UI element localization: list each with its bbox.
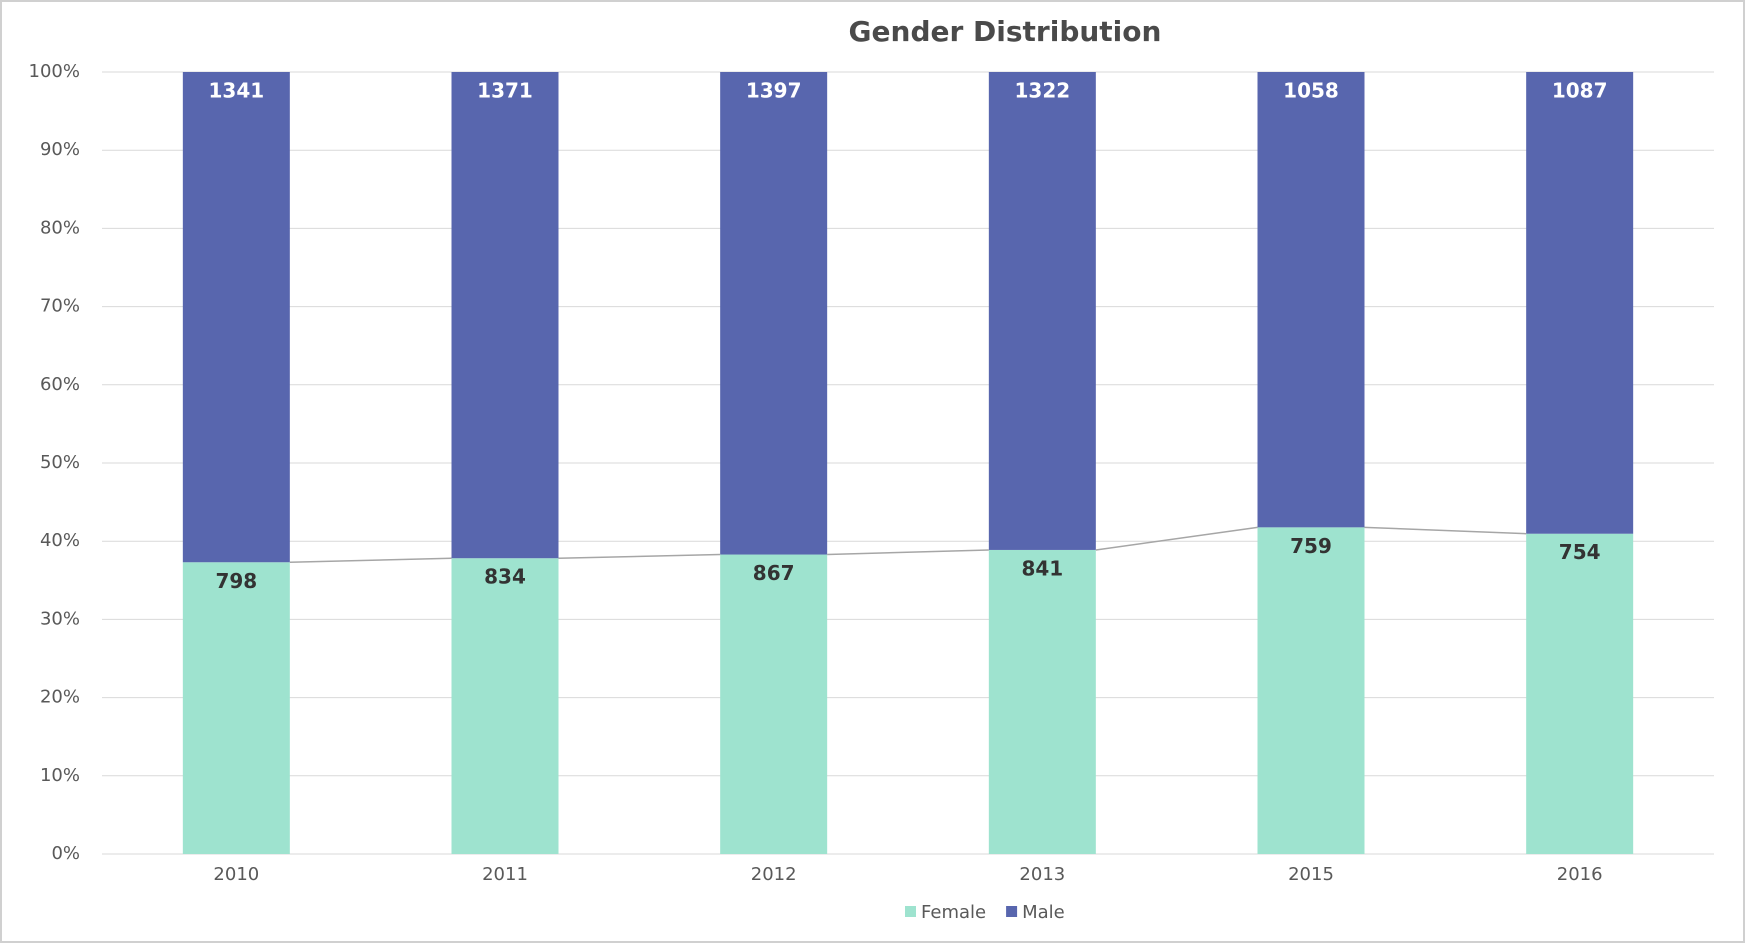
data-label: 759 bbox=[1290, 534, 1332, 558]
x-tick-label: 2010 bbox=[213, 864, 259, 885]
series-line bbox=[1364, 526, 1527, 535]
data-label: 1322 bbox=[1014, 79, 1070, 103]
bar-segment bbox=[1526, 533, 1634, 854]
data-label: 834 bbox=[484, 565, 526, 589]
y-tick-label: 50% bbox=[40, 452, 80, 473]
legend-label: Male bbox=[1022, 902, 1065, 923]
y-tick-label: 60% bbox=[40, 374, 80, 395]
x-tick-label: 2016 bbox=[1557, 864, 1603, 885]
bar-segment bbox=[1257, 72, 1365, 528]
x-tick-label: 2012 bbox=[751, 864, 797, 885]
series-line bbox=[289, 557, 452, 564]
data-label: 1341 bbox=[208, 79, 264, 103]
y-tick-label: 100% bbox=[29, 61, 80, 82]
data-label: 1397 bbox=[746, 79, 802, 103]
bar-segment bbox=[988, 549, 1096, 854]
y-tick-label: 70% bbox=[40, 296, 80, 317]
bar-segment bbox=[988, 72, 1096, 550]
bar-segment bbox=[451, 72, 559, 559]
data-label: 798 bbox=[215, 569, 257, 593]
bar-segment bbox=[1257, 527, 1365, 854]
series-line bbox=[827, 549, 989, 556]
bar-segment bbox=[720, 72, 828, 555]
bar-segment bbox=[182, 562, 290, 854]
bar-segment bbox=[451, 558, 559, 854]
bar-segment bbox=[1526, 72, 1634, 534]
series-line bbox=[558, 553, 721, 559]
data-label: 1087 bbox=[1552, 79, 1608, 103]
data-label: 867 bbox=[753, 561, 795, 585]
data-label: 1371 bbox=[477, 79, 533, 103]
x-tick-label: 2015 bbox=[1288, 864, 1334, 885]
data-label: 841 bbox=[1021, 556, 1063, 580]
y-tick-label: 0% bbox=[51, 843, 80, 864]
y-tick-label: 40% bbox=[40, 530, 80, 551]
bar-segment bbox=[182, 72, 290, 563]
y-tick-label: 30% bbox=[40, 608, 80, 629]
bar-segment bbox=[720, 554, 828, 854]
chart-title: Gender Distribution bbox=[849, 15, 1162, 48]
x-tick-label: 2011 bbox=[482, 864, 528, 885]
y-tick-label: 90% bbox=[40, 139, 80, 160]
y-tick-label: 80% bbox=[40, 217, 80, 238]
x-tick-label: 2013 bbox=[1019, 864, 1065, 885]
data-label: 754 bbox=[1559, 540, 1601, 564]
legend-label: Female bbox=[921, 902, 986, 923]
y-tick-label: 10% bbox=[40, 765, 80, 786]
legend-swatch bbox=[905, 906, 916, 917]
series-line bbox=[1095, 526, 1258, 551]
y-tick-label: 20% bbox=[40, 687, 80, 708]
data-label: 1058 bbox=[1283, 79, 1339, 103]
legend-swatch bbox=[1006, 906, 1018, 917]
